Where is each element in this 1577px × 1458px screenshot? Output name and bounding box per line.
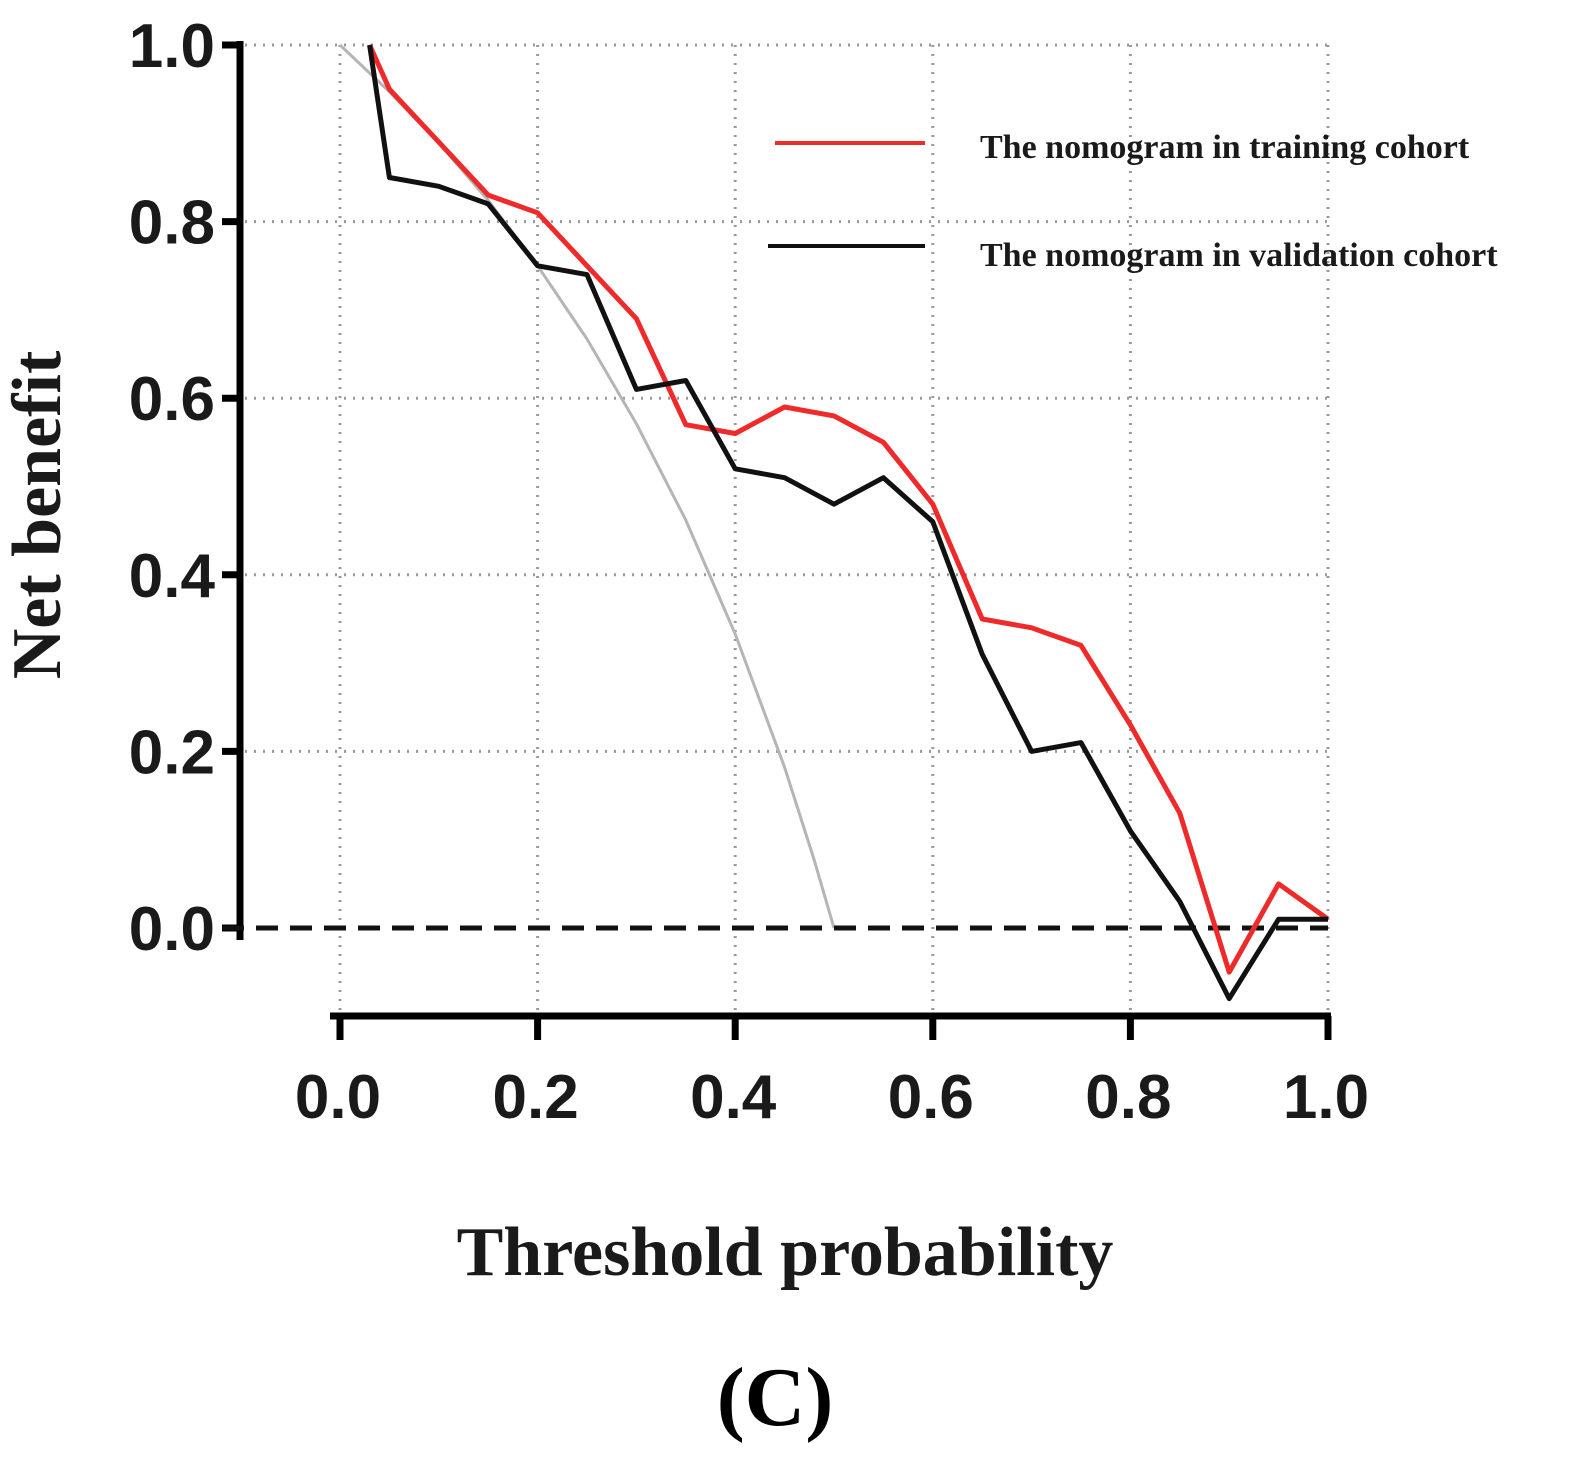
x-axis-title: Threshold probability [457, 1214, 1114, 1291]
y-tick-label: 1.0 [129, 12, 215, 81]
y-axis: 0.0 0.2 0.4 0.6 0.8 1.0 [129, 12, 244, 964]
x-axis: 0.0 0.2 0.4 0.6 0.8 1.0 [295, 1012, 1369, 1132]
panel-label: (C) [717, 1351, 834, 1444]
legend: The nomogram in training cohort The nomo… [768, 129, 1498, 274]
legend-label-validation: The nomogram in validation cohort [980, 237, 1498, 274]
plot-lines [222, 43, 1330, 1002]
y-tick-label: 0.8 [129, 189, 215, 258]
y-tick-label: 0.6 [129, 365, 215, 434]
x-tick-label: 0.4 [690, 1063, 777, 1132]
y-axis-title: Net benefit [0, 351, 76, 680]
x-tick-label: 0.8 [1085, 1063, 1171, 1132]
x-tick-label: 0.6 [888, 1063, 974, 1132]
x-tick-label: 1.0 [1283, 1063, 1369, 1132]
legend-label-training: The nomogram in training cohort [980, 129, 1470, 166]
y-tick-label: 0.4 [129, 542, 216, 611]
x-tick-label: 0.0 [295, 1063, 381, 1132]
y-tick-label: 0.0 [129, 895, 215, 964]
y-tick-label: 0.2 [129, 718, 215, 787]
series-line-validation [367, 44, 1328, 1002]
x-tick-label: 0.2 [492, 1063, 578, 1132]
series-line-training [367, 43, 1330, 975]
series-line-treat-all [338, 43, 836, 929]
grid [245, 43, 1330, 1027]
